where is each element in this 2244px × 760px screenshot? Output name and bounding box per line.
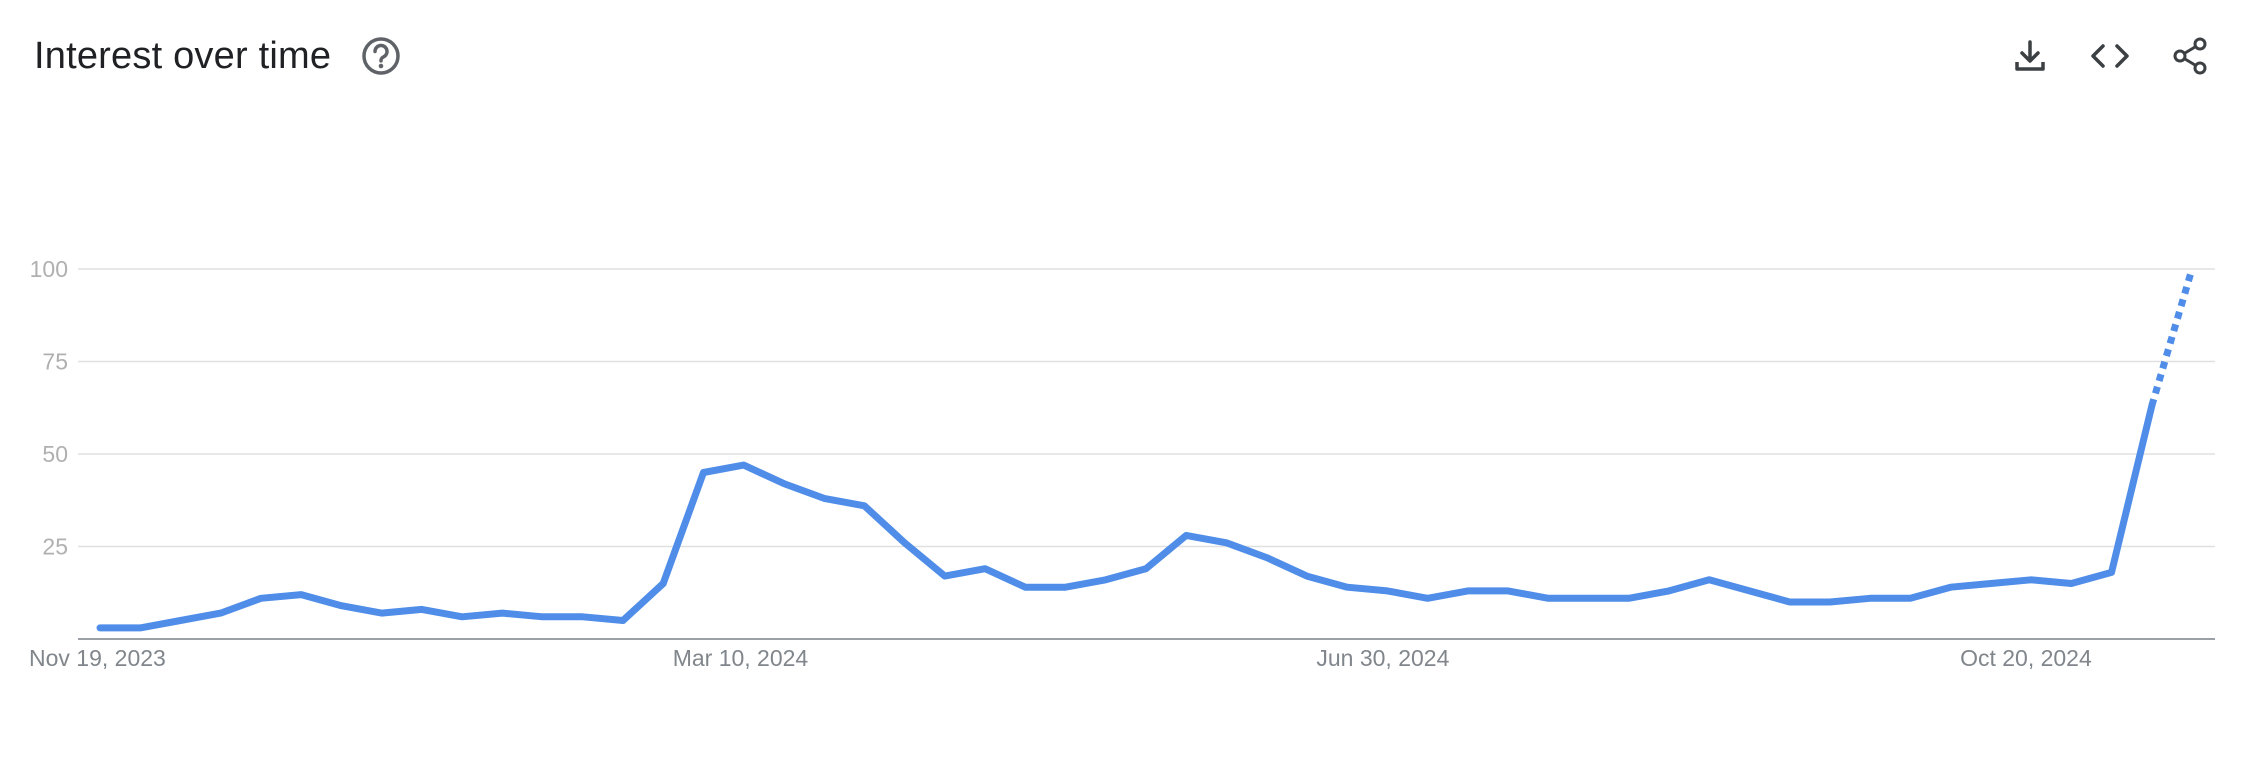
- series-line: [96, 402, 2156, 632]
- chart-header: Interest over time: [34, 24, 401, 88]
- y-tick-label: 50: [42, 441, 68, 467]
- code-icon[interactable]: [2084, 30, 2136, 82]
- y-axis-ticks: 100 75 50 25: [30, 256, 68, 560]
- share-icon[interactable]: [2164, 30, 2216, 82]
- x-tick-label: Oct 20, 2024: [1960, 645, 2092, 671]
- series-group: [96, 268, 2196, 632]
- y-tick-label: 75: [42, 349, 68, 375]
- x-tick-label: Jun 30, 2024: [1316, 645, 1449, 671]
- help-circle-icon[interactable]: [361, 36, 401, 76]
- series-line-partial: [2148, 268, 2196, 407]
- y-tick-label: 25: [42, 534, 68, 560]
- x-axis-ticks: Nov 19, 2023 Mar 10, 2024 Jun 30, 2024 Oct …: [29, 645, 2092, 671]
- x-tick-label: Mar 10, 2024: [673, 645, 809, 671]
- chart-title: Interest over time: [34, 34, 332, 77]
- grid-lines: [78, 268, 2215, 548]
- x-tick-label: Nov 19, 2023: [29, 645, 166, 671]
- chart-actions: [2004, 30, 2216, 82]
- y-tick-label: 100: [30, 256, 68, 282]
- download-icon[interactable]: [2004, 30, 2056, 82]
